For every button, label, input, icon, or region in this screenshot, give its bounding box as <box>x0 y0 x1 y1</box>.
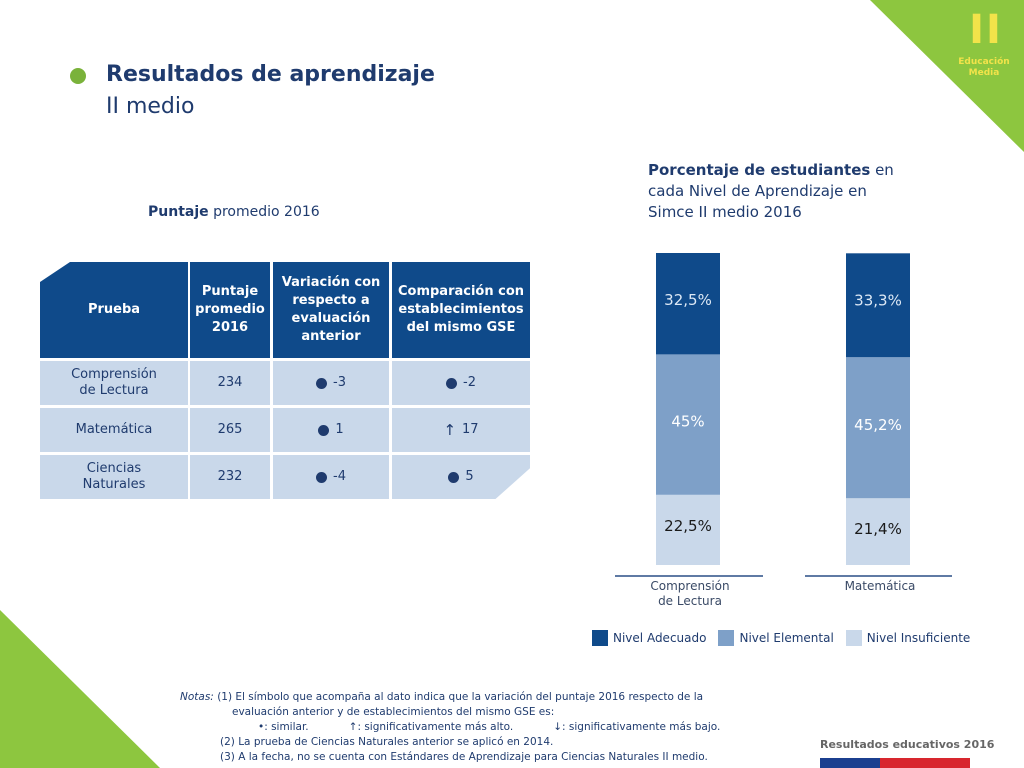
bar-segment <box>846 253 910 358</box>
category-label: Comprensión <box>650 579 729 593</box>
data-label: 45% <box>671 412 704 430</box>
header-variacion: Variación con respecto a evaluación ante… <box>273 262 389 358</box>
footer-text: Resultados educativos 2016 <box>820 738 995 751</box>
level-label: Educación Media <box>958 57 1010 78</box>
cell-variacion-matematica: 1 <box>273 408 389 452</box>
bar-segment <box>656 253 720 355</box>
page-subtitle: II medio <box>106 94 195 119</box>
data-label: 45,2% <box>854 416 902 434</box>
category-label: de Lectura <box>658 594 722 608</box>
header-comparacion: Comparación con establecimientos del mis… <box>392 262 530 358</box>
title-bullet <box>70 68 86 84</box>
corner-decoration <box>870 0 1024 152</box>
similar-marker <box>316 471 328 483</box>
flag-stripe <box>820 758 970 768</box>
cell-prueba-ciencias: Ciencias Naturales <box>40 455 188 499</box>
chart-legend: Nivel Adecuado Nivel Elemental Nivel Ins… <box>592 630 982 646</box>
data-label: 33,3% <box>854 291 902 309</box>
header-puntaje: Puntaje promedio 2016 <box>190 262 270 358</box>
table-caption: Puntaje promedio 2016 <box>148 204 320 220</box>
similar-marker <box>446 377 458 389</box>
similar-marker <box>318 424 330 436</box>
data-label: 32,5% <box>664 291 712 309</box>
similar-marker <box>448 471 460 483</box>
category-label: Matemática <box>845 579 916 593</box>
cell-comparacion-lectura: -2 <box>392 361 530 405</box>
level-roman-numeral: II <box>969 7 1003 53</box>
legend-item-adecuado: Nivel Adecuado <box>592 630 706 646</box>
legend-swatch <box>718 630 735 646</box>
cell-comparacion-ciencias: 5 <box>392 455 530 499</box>
legend-item-insuficiente: Nivel Insuficiente <box>845 630 970 646</box>
legend-item-elemental: Nivel Elemental <box>718 630 834 646</box>
cell-variacion-ciencias: -4 <box>273 455 389 499</box>
footnotes: Notas: (1) El símbolo que acompaña al da… <box>180 691 721 763</box>
bar-segment <box>846 357 910 499</box>
page-title: Resultados de aprendizaje <box>106 62 435 87</box>
legend-swatch <box>845 630 862 646</box>
header-prueba: Prueba <box>40 262 188 358</box>
cell-prueba-matematica: Matemática <box>40 408 188 452</box>
data-label: 22,5% <box>664 517 712 535</box>
similar-marker <box>316 377 328 389</box>
arrow-up-icon: ↑ <box>443 420 457 439</box>
cell-puntaje-ciencias: 232 <box>190 455 270 499</box>
cell-puntaje-lectura: 234 <box>190 361 270 405</box>
cell-comparacion-matematica: ↑ 17 <box>392 408 530 452</box>
data-label: 21,4% <box>854 520 902 538</box>
legend-swatch <box>592 630 608 646</box>
cell-variacion-lectura: -3 <box>273 361 389 405</box>
corner-decoration-bottom <box>0 610 160 768</box>
bar-segment <box>656 494 720 565</box>
bar-segment <box>846 498 910 565</box>
bar-segment <box>656 354 720 495</box>
cell-puntaje-matematica: 265 <box>190 408 270 452</box>
chart-caption: Porcentaje de estudiantes en cada Nivel … <box>648 161 894 221</box>
cell-prueba-lectura: Comprensión de Lectura <box>40 361 188 405</box>
